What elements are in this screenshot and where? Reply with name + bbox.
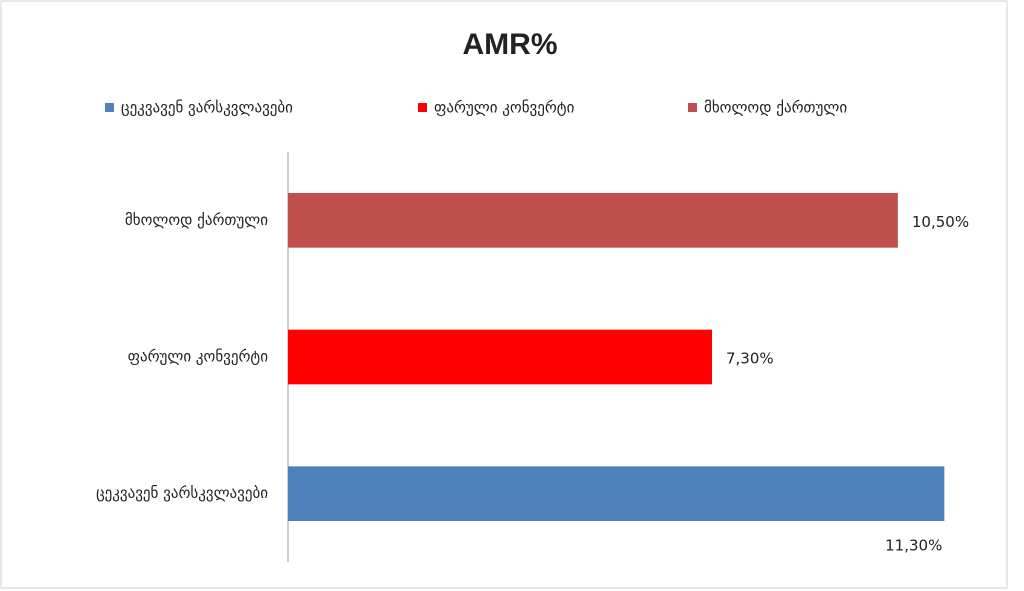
bar: [288, 329, 713, 385]
value-label: 10,50%: [912, 213, 969, 231]
value-label: 7,30%: [726, 350, 774, 368]
y-tick-label: ცეკვავენ ვარსკვლავები: [96, 484, 268, 502]
bar: [288, 466, 945, 521]
legend-label: მხოლოდ ქართული: [704, 99, 847, 117]
legend-marker: [418, 103, 427, 112]
legend-marker: [105, 103, 114, 112]
bar: [288, 193, 898, 248]
legend-label: ცეკვავენ ვარსკვლავები: [121, 99, 293, 117]
legend-label: ფარული კონვერტი: [434, 99, 575, 117]
y-tick-label: მხოლოდ ქართული: [125, 211, 268, 229]
chart-title: AMR%: [463, 28, 558, 61]
y-tick-label: ფარული კონვერტი: [128, 348, 269, 366]
value-label: 11,30%: [885, 537, 942, 555]
legend-marker: [688, 103, 697, 112]
